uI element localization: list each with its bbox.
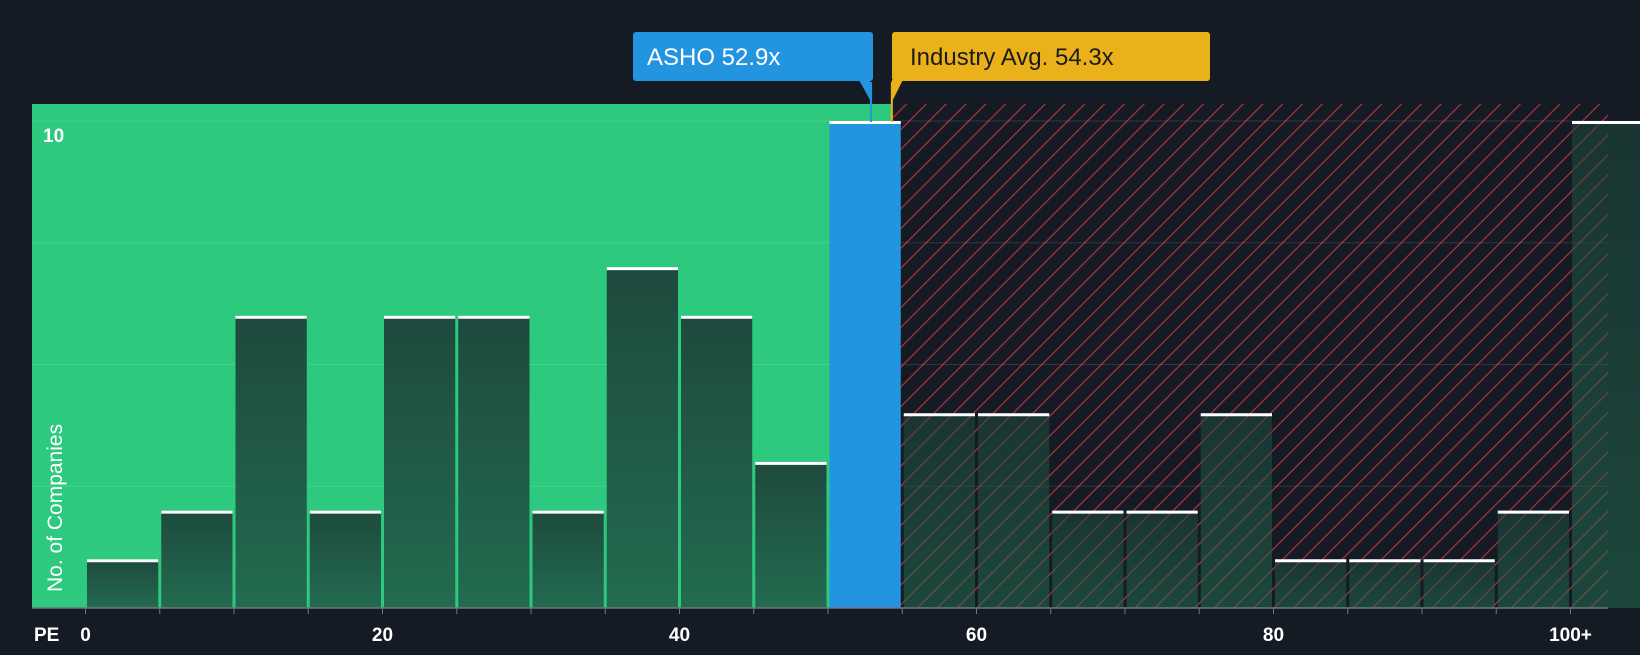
histogram-bar	[1572, 121, 1640, 608]
histogram-bar	[235, 315, 307, 608]
histogram-bar	[161, 510, 233, 608]
histogram-bar	[532, 510, 604, 608]
histogram-bars	[87, 121, 1640, 608]
histogram-bar	[978, 413, 1050, 608]
histogram-bar	[458, 315, 530, 608]
x-tick-label: 0	[80, 625, 91, 646]
x-tick-label: 40	[669, 625, 690, 646]
company-pointer-tail	[859, 80, 872, 102]
x-axis	[32, 607, 1608, 614]
histogram-bar	[1349, 559, 1421, 608]
industry-callout-box	[892, 32, 1210, 81]
x-axis-label: PE	[34, 625, 59, 646]
company-callout-box	[633, 32, 873, 81]
histogram-bar	[1200, 413, 1272, 608]
histogram-bar	[606, 267, 678, 608]
y-tick-label: 10	[43, 126, 64, 147]
highlight-bar	[829, 121, 901, 608]
industry-pointer-tail	[891, 80, 903, 102]
axis-labels: 0 20 40 60 80 100+ PE 10 No. of Companies	[34, 126, 1592, 646]
x-tick-label: 100+	[1549, 625, 1592, 646]
histogram-bar	[1275, 559, 1347, 608]
x-tick-label: 60	[966, 625, 987, 646]
histogram-bar	[1052, 510, 1124, 608]
company-callout-label: ASHO 52.9x	[647, 44, 780, 71]
histogram-bar	[384, 315, 456, 608]
histogram-bar	[755, 461, 827, 608]
x-tick-label: 80	[1263, 625, 1284, 646]
histogram-bar	[1126, 510, 1198, 608]
histogram-bar	[87, 559, 159, 608]
industry-callout-label: Industry Avg. 54.3x	[910, 44, 1114, 71]
histogram-bar	[1497, 510, 1569, 608]
histogram-bar	[309, 510, 381, 608]
y-axis-label: No. of Companies	[44, 424, 67, 592]
histogram-bar	[903, 413, 975, 608]
histogram-bar	[681, 315, 753, 608]
callouts: ASHO 52.9x Industry Avg. 54.3x	[633, 32, 1210, 122]
x-tick-label: 20	[372, 625, 393, 646]
histogram-bar	[1423, 559, 1495, 608]
